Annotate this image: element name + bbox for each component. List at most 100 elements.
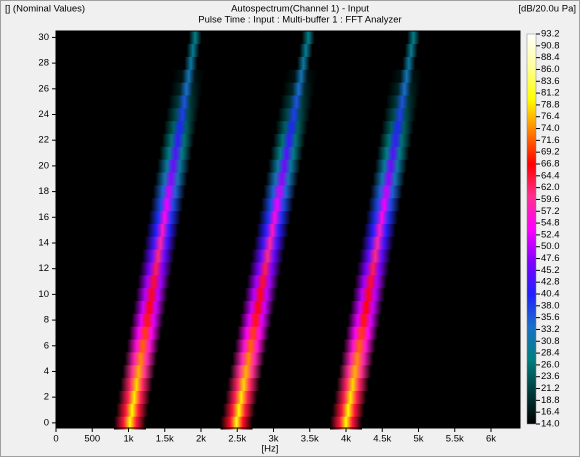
spectrum-cell xyxy=(273,133,306,147)
color-tick-label: 83.6 xyxy=(541,76,560,87)
spectrum-cell xyxy=(168,94,201,109)
x-tick-label: 5.5k xyxy=(446,434,464,445)
spectrum-cell xyxy=(392,56,425,70)
color-tick-label: 23.6 xyxy=(541,371,560,382)
color-tick-label: 59.6 xyxy=(541,194,560,205)
color-tick-label: 14.0 xyxy=(541,419,560,430)
x-tick-label: 1.5k xyxy=(156,434,174,445)
spectrum-cell xyxy=(127,339,159,353)
spectrum-cell xyxy=(174,56,207,70)
chart-title: Autospectrum(Channel 1) - Input xyxy=(231,4,369,15)
spectrum-cell xyxy=(150,197,183,212)
spectrum-cell xyxy=(334,390,367,404)
spectrum-cell xyxy=(222,403,255,417)
y-tick-label: 24 xyxy=(38,109,49,120)
y-tick-label: 20 xyxy=(38,160,49,171)
spectrum-cell xyxy=(177,43,210,57)
y-tick-label: 0 xyxy=(44,417,49,428)
spectrum-cell xyxy=(246,274,279,289)
color-tick-label: 26.0 xyxy=(541,359,560,370)
spectrum-cell xyxy=(148,210,181,224)
spectrum-cell xyxy=(142,249,175,263)
spectrum-cell xyxy=(361,236,394,250)
color-tick-label: 81.2 xyxy=(541,88,560,99)
spectrum-cell xyxy=(363,223,396,237)
color-tick-label: 90.8 xyxy=(541,40,560,51)
color-tick-label: 71.6 xyxy=(541,135,560,146)
spectrum-cell xyxy=(374,159,407,173)
color-tick-label: 86.0 xyxy=(541,64,560,75)
spectrum-cell xyxy=(251,249,284,263)
color-tick-label: 74.0 xyxy=(541,123,560,134)
y-tick-label: 4 xyxy=(44,366,49,377)
spectrum-cell xyxy=(368,197,401,212)
spectrum-cell xyxy=(124,351,157,366)
spectrum-cell xyxy=(166,107,199,122)
spectrum-cell xyxy=(227,377,260,391)
y-tick-label: 2 xyxy=(44,392,49,403)
spectrum-cell xyxy=(341,351,374,366)
spectrum-cell xyxy=(268,159,301,173)
spectrum-cell xyxy=(263,184,296,199)
spectrum-cell xyxy=(254,236,287,250)
spectrum-cell xyxy=(356,262,389,276)
color-tick-label: 40.4 xyxy=(541,289,560,300)
color-tick-label: 78.8 xyxy=(541,99,560,110)
spectrum-cell xyxy=(275,120,308,135)
color-tick-label: 28.4 xyxy=(541,348,560,359)
y-tick-label: 16 xyxy=(38,212,49,223)
spectrum-cell xyxy=(261,197,294,212)
color-tick-label: 21.2 xyxy=(541,383,560,394)
spectrum-cell xyxy=(256,223,289,237)
spectrum-cell xyxy=(372,172,405,186)
spectrum-cell xyxy=(354,274,387,289)
x-axis-label: [Hz] xyxy=(262,444,279,455)
chart-subtitle: Pulse Time : Input : Multi-buffer 1 : FF… xyxy=(198,15,401,26)
x-tick-label: 4k xyxy=(341,434,351,445)
color-tick-label: 47.6 xyxy=(541,253,560,264)
spectrum-cell xyxy=(155,172,188,186)
spectrum-cell xyxy=(234,339,267,353)
spectrum-cell xyxy=(118,390,151,404)
x-tick-label: 5k xyxy=(413,434,423,445)
spectrum-cell xyxy=(287,56,320,70)
spectrum-cell xyxy=(390,69,423,83)
spectrum-cell xyxy=(116,403,149,417)
spectrum-cell xyxy=(120,377,153,391)
spectrum-cell xyxy=(131,313,164,327)
y-tick-label: 18 xyxy=(38,186,49,197)
x-tick-label: 1k xyxy=(123,434,133,445)
spectrum-cell xyxy=(237,326,270,340)
x-tick-label: 0 xyxy=(53,434,58,445)
spectrum-cell xyxy=(113,416,146,430)
y-tick-label: 8 xyxy=(44,315,49,326)
spectrum-cell xyxy=(133,300,166,314)
spectrum-cell xyxy=(285,69,318,83)
spectrum-cell xyxy=(359,249,392,263)
spectrum-cell xyxy=(270,146,303,160)
spectrum-cell xyxy=(365,210,398,224)
unit-label: [dB/20.0u Pa] xyxy=(518,4,576,15)
spectrum-cell xyxy=(345,326,378,340)
color-tick-label: 33.2 xyxy=(541,324,560,335)
spectrum-cell xyxy=(220,416,253,430)
spectrum-cell xyxy=(159,146,192,160)
spectrum-cell xyxy=(144,236,177,250)
spectrum-cell xyxy=(388,82,421,96)
spectrum-cell xyxy=(347,313,380,327)
spectrum-cell xyxy=(343,339,376,353)
spectrum-cell xyxy=(381,120,414,135)
spectrum-cell xyxy=(350,300,383,314)
x-tick-label: 3k xyxy=(268,434,278,445)
spectrum-cell xyxy=(265,172,298,186)
spectrum-cell xyxy=(137,274,170,289)
spectrum-cell xyxy=(332,403,365,417)
color-tick-label: 16.4 xyxy=(541,407,560,418)
spectrum-cell xyxy=(225,390,258,404)
color-tick-label: 42.8 xyxy=(541,277,560,288)
spectrum-cell xyxy=(370,184,403,199)
y-tick-label: 14 xyxy=(38,238,49,249)
color-tick-label: 50.0 xyxy=(541,241,560,252)
spectrum-cell xyxy=(122,364,155,379)
spectrogram xyxy=(113,30,430,430)
